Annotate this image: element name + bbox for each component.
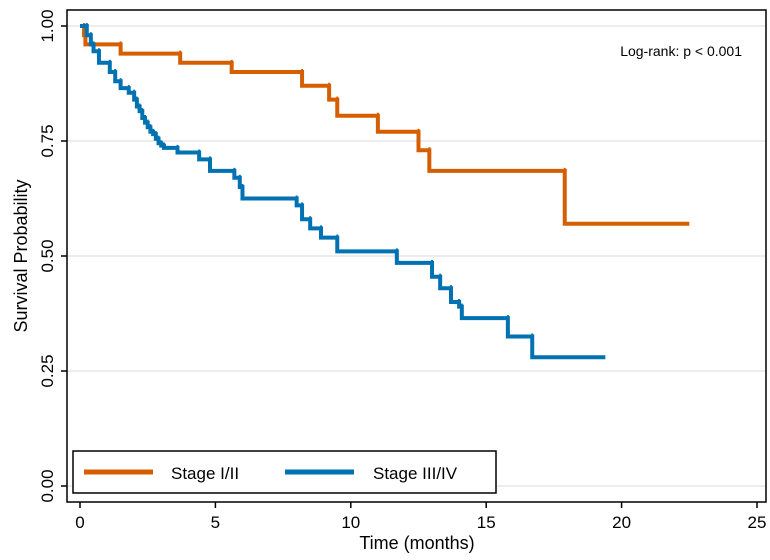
x-tick-label: 5: [211, 513, 220, 532]
series-line-stage-i-ii: [80, 24, 690, 226]
legend: Stage I/II Stage III/IV: [72, 450, 497, 494]
log-rank-annotation: Log-rank: p < 0.001: [620, 43, 742, 59]
y-tick-label: 0.75: [38, 124, 57, 157]
x-axis-title: Time (months): [359, 533, 474, 553]
y-tick-label: 0.50: [38, 239, 57, 272]
y-axis-title: Survival Probability: [11, 179, 31, 332]
legend-label-stage-i-ii: Stage I/II: [171, 464, 239, 483]
y-tick-label: 0.25: [38, 354, 57, 387]
series-layer: [80, 23, 690, 360]
series-line-stage-iii-iv: [80, 24, 606, 360]
x-tick-label: 15: [477, 513, 496, 532]
y-tick-label: 0.00: [38, 469, 57, 502]
x-tick-label: 25: [748, 513, 767, 532]
gridlines: [67, 25, 766, 487]
x-tick-label: 10: [341, 513, 360, 532]
x-tick-label: 0: [75, 513, 84, 532]
legend-label-stage-iii-iv: Stage III/IV: [373, 464, 458, 483]
y-tick-label: 1.00: [38, 9, 57, 42]
x-tick-label: 20: [612, 513, 631, 532]
axes: 0.00 0.25 0.50 0.75 1.00 0 5 10 15 20 25: [38, 9, 766, 532]
